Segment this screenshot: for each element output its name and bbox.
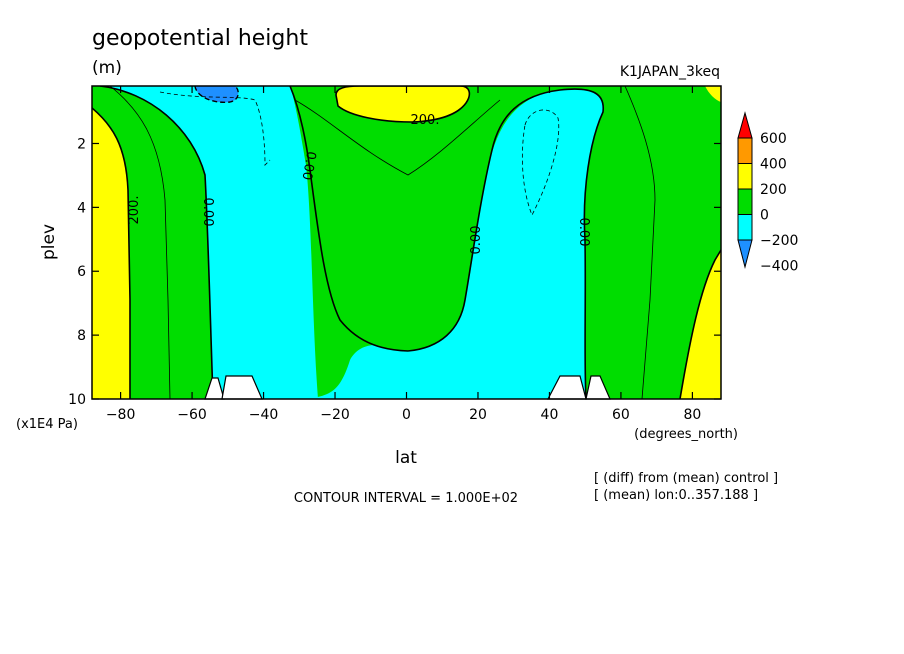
x-tick-label: −20 <box>320 407 350 423</box>
region-yellow-top <box>336 86 470 122</box>
chart-title: geopotential height <box>92 26 308 51</box>
legend-swatch <box>737 188 753 215</box>
contour-zero-central-right <box>407 88 605 399</box>
diff-note: [ (diff) from (mean) control ] <box>594 471 778 486</box>
region-yellow-right <box>680 250 721 399</box>
x-tick-label: 20 <box>469 407 487 423</box>
x-tick-label: 0 <box>402 407 411 423</box>
y-tick-label: 8 <box>77 328 86 344</box>
legend-label: 0 <box>760 208 769 224</box>
contour-zero-south <box>99 86 214 399</box>
contour-label: 200. <box>411 113 440 128</box>
legend-label: 400 <box>760 157 787 173</box>
x-tick-label: −80 <box>106 407 136 423</box>
region-cyan-north <box>305 89 604 399</box>
contour-label: 200. <box>127 196 142 225</box>
legend-label: −200 <box>760 233 798 249</box>
contour-zero-central-left <box>289 86 409 352</box>
units-label: (m) <box>92 58 122 78</box>
run-label: K1JAPAN_3keq <box>620 64 720 80</box>
contour-100-right <box>624 86 656 399</box>
y-tick-label: 2 <box>77 136 86 152</box>
legend-swatch <box>737 214 753 241</box>
contour-label: 0.00 <box>576 218 591 247</box>
region-yellow-topright <box>705 86 721 102</box>
legend-swatch <box>737 111 753 139</box>
y-tick-label: 6 <box>77 264 86 280</box>
x-tick-label: −40 <box>249 407 279 423</box>
contour-interval-text: CONTOUR INTERVAL = 1.000E+02 <box>294 491 518 506</box>
y-axis-units: (x1E4 Pa) <box>16 417 78 432</box>
contour-100-central <box>294 99 501 176</box>
contour-200-right <box>679 249 721 399</box>
contour-label: 0.00 <box>469 226 484 255</box>
x-tick-label: 40 <box>541 407 559 423</box>
x-tick-label: 80 <box>683 407 701 423</box>
contour-200-left <box>92 107 131 399</box>
region-cyan-south <box>100 86 318 399</box>
contour-minus100-south <box>159 91 271 166</box>
y-tick-label: 10 <box>68 392 86 408</box>
x-axis-label: lat <box>395 448 417 468</box>
legend-swatch <box>737 239 753 269</box>
y-axis: 2 4 6 8 10 <box>68 136 721 408</box>
contour-100-left <box>109 86 171 399</box>
legend-swatch <box>737 163 753 190</box>
color-legend: 600 400 200 0 −200 −400 <box>737 111 798 275</box>
contour-minus100-north <box>522 109 560 216</box>
region-green-centre <box>300 100 510 351</box>
x-tick-label: −60 <box>177 407 207 423</box>
topography <box>204 375 611 400</box>
legend-label: −400 <box>760 259 798 275</box>
mean-note: [ (mean) lon:0..357.188 ] <box>594 488 758 503</box>
y-tick-label: 4 <box>77 200 86 216</box>
region-yellow-left <box>92 108 130 399</box>
y-axis-label: plev <box>39 224 59 260</box>
contour-label: 0.00 <box>299 150 319 181</box>
legend-label: 200 <box>760 182 787 198</box>
filled-contours <box>92 86 721 399</box>
legend-swatch <box>737 137 753 164</box>
contour-minus200-south <box>194 86 239 103</box>
x-axis-units: (degrees_north) <box>634 427 738 442</box>
x-tick-label: 60 <box>612 407 630 423</box>
legend-label: 600 <box>760 131 787 147</box>
contour-labels: 200. 0.00 0.00 200. 0.00 0.00 <box>127 113 591 254</box>
x-axis: −80 −60 −40 −20 0 20 40 60 80 <box>106 86 701 423</box>
contour-label: 0.00 <box>200 198 215 227</box>
